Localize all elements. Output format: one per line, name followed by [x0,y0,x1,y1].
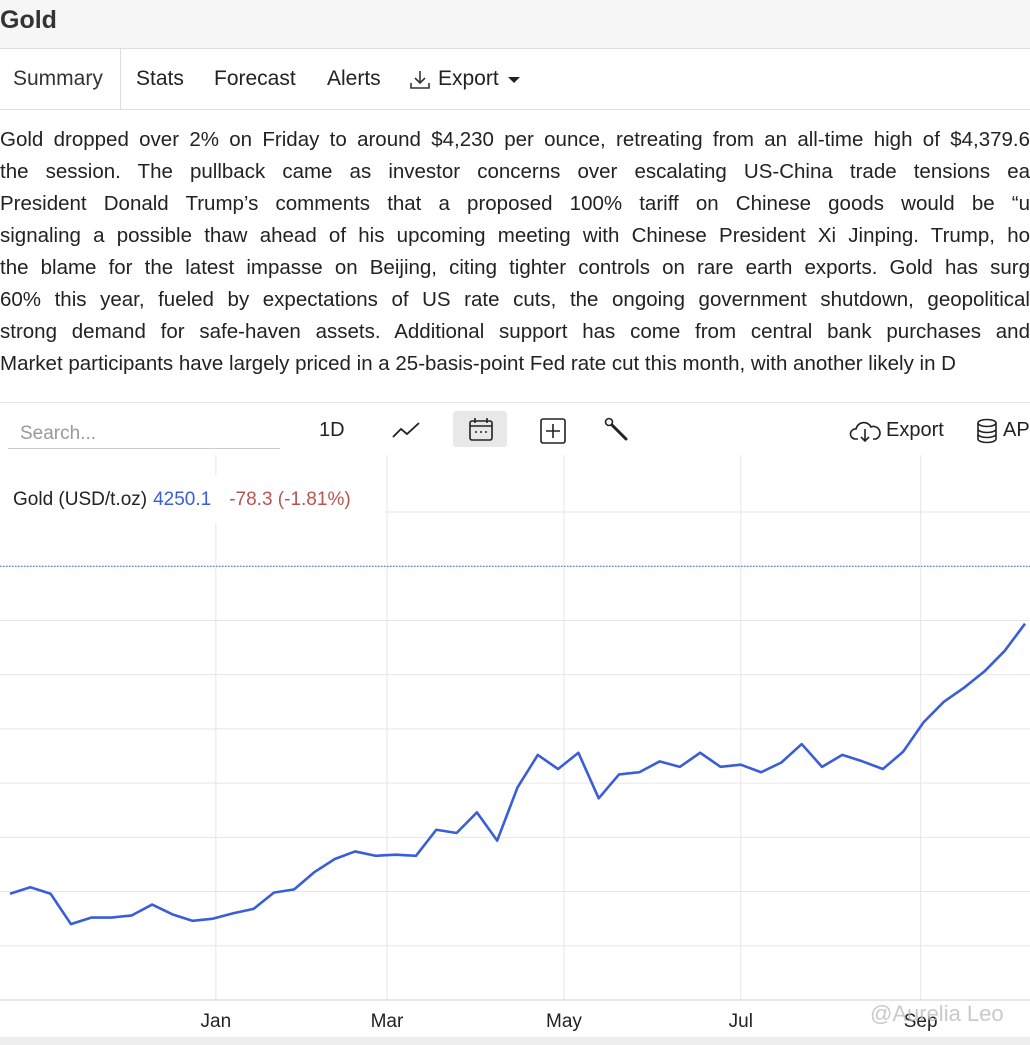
line-chart-icon[interactable] [390,417,422,445]
summary-line: the blame for the latest impasse on Beij… [0,256,1030,279]
legend-name: Gold (USD/t.oz) [13,489,147,510]
chart-toolbar: Search... 1D Export API [0,402,1030,455]
summary: Gold dropped over 2% on Friday to around… [0,124,1030,380]
x-tick-label: Mar [371,1011,404,1032]
caret [508,77,520,83]
summary-line: 60% this year, fueled by expectations of… [0,288,1030,311]
summary-line: Gold dropped over 2% on Friday to around… [0,128,1030,151]
download-icon [410,71,430,89]
tab[interactable]: Summary [0,49,121,109]
summary-line: signaling a possible thaw ahead of his u… [0,224,1030,247]
watermark: @Aurelia Leo [870,1001,1004,1026]
summary-line: Market participants have largely priced … [0,352,956,375]
search-input[interactable]: Search... [8,419,280,449]
legend-background [0,475,385,523]
summary-line: strong demand for safe-haven assets. Add… [0,320,1030,343]
price-change: -78.3 (-1.81%) [229,489,350,510]
price-line [9,622,1027,926]
legend: Gold (USD/t.oz) 4250.1 -78.3 (-1.81%) [13,489,351,510]
tab[interactable]: Forecast [214,67,296,90]
calendar-icon [469,418,493,441]
interval-button[interactable]: 1D [319,419,345,441]
page-title: Gold [0,6,57,34]
export-menu[interactable]: Export [438,67,499,90]
settings-icon[interactable] [603,417,631,445]
last-price: 4250.1 [153,489,211,510]
tab[interactable]: Alerts [327,67,381,90]
chart: Jan Mar May Jul Sep Gold (USD/t.oz) 4250.1 -78.… [0,455,1030,1032]
footer-strip [0,1037,1030,1045]
x-tick-label: Sep [904,1011,938,1032]
header: Gold [0,0,1030,49]
api-button[interactable]: API [1003,419,1030,441]
cloud-download-icon [849,421,881,443]
tab-label: Summary [13,67,103,90]
database-icon [977,418,997,444]
x-tick-label: May [546,1011,582,1032]
calendar-button[interactable] [453,411,507,447]
x-tick-label: Jan [201,1011,232,1032]
x-tick-label: Jul [729,1011,753,1032]
export-button[interactable]: Export [886,419,944,441]
tab-bar: Summary Stats Forecast Alerts Export [0,49,1030,110]
summary-line: the session. The pullback came as invest… [0,160,1030,183]
add-icon[interactable] [539,417,567,445]
summary-line: President Donald Trump’s comments that a… [0,192,1030,215]
tab[interactable]: Stats [136,67,184,90]
